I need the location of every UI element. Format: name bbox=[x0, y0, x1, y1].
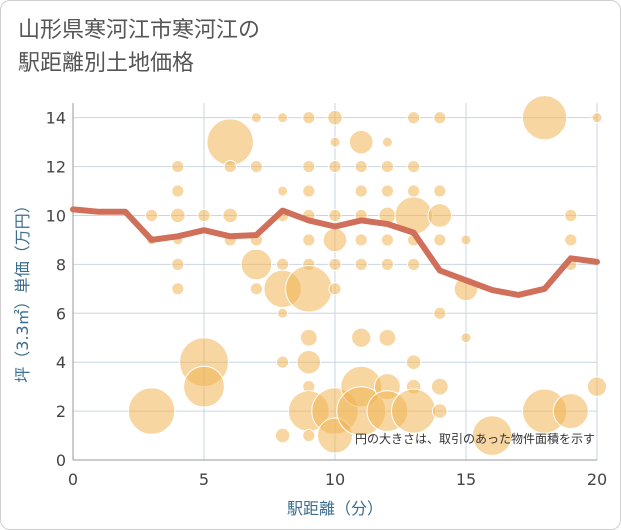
bubble-point-55 bbox=[354, 257, 368, 271]
bubble-point-8 bbox=[171, 282, 185, 296]
average-price-line bbox=[70, 206, 600, 298]
chart-title: 山形県寒河江市寒河江の 駅距離別土地価格 bbox=[18, 18, 261, 76]
bubble-point-12 bbox=[206, 118, 254, 166]
y-tick-label-2: 4 bbox=[56, 353, 66, 372]
bubble-point-80 bbox=[433, 233, 447, 247]
bubble-point-90 bbox=[564, 208, 578, 223]
bubble-point-61 bbox=[380, 184, 394, 198]
bubble-point-28 bbox=[274, 427, 291, 444]
bubble-point-95 bbox=[586, 376, 608, 397]
bubble-point-45 bbox=[322, 227, 348, 253]
bubble-point-64 bbox=[380, 257, 394, 271]
bubble-point-22 bbox=[277, 185, 289, 197]
bubble-point-60 bbox=[380, 159, 394, 174]
bubble-point-63 bbox=[380, 233, 394, 247]
bubble-point-70 bbox=[407, 184, 421, 198]
x-tick-label-1: 5 bbox=[199, 470, 209, 489]
bubble-point-26 bbox=[277, 307, 289, 319]
bubble-point-79 bbox=[427, 203, 453, 228]
y-tick-label-0: 0 bbox=[56, 451, 66, 470]
y-axis-label: 坪（3.3㎡）単価（万円） bbox=[13, 197, 32, 382]
x-axis-label: 駅距離（分） bbox=[287, 499, 383, 518]
bubble-point-33 bbox=[302, 233, 316, 247]
bubble-point-44 bbox=[328, 208, 342, 223]
bubble-point-42 bbox=[329, 136, 341, 148]
bubble-point-1 bbox=[127, 387, 176, 435]
bubble-point-30 bbox=[302, 159, 316, 174]
y-tick-label-1: 2 bbox=[56, 402, 66, 421]
bubble-point-50 bbox=[348, 129, 374, 155]
x-tick-label-2: 10 bbox=[325, 470, 345, 489]
bubble-point-81 bbox=[433, 306, 447, 320]
bubble-point-29 bbox=[302, 111, 316, 125]
bubble-point-73 bbox=[407, 257, 421, 271]
y-tick-label-5: 10 bbox=[46, 206, 66, 225]
bubble-point-47 bbox=[328, 282, 342, 296]
bubble-point-41 bbox=[327, 109, 343, 126]
bubble-point-16 bbox=[250, 112, 262, 124]
bubble-point-78 bbox=[433, 184, 447, 198]
bubble-point-35 bbox=[285, 265, 333, 313]
bubble-point-0 bbox=[145, 208, 159, 223]
bubble-point-27 bbox=[276, 355, 290, 369]
bubble-point-7 bbox=[171, 257, 185, 271]
bubble-point-93 bbox=[552, 393, 589, 430]
bubble-point-11 bbox=[183, 365, 225, 408]
x-tick-label-0: 0 bbox=[68, 470, 78, 489]
bubble-point-43 bbox=[328, 159, 342, 174]
axis-ticks: 0 5 10 15 20 0 2 4 6 8 10 12 14 bbox=[46, 109, 608, 489]
bubble-point-31 bbox=[302, 184, 316, 198]
bubble-point-74 bbox=[405, 354, 422, 370]
bubble-point-54 bbox=[354, 233, 368, 247]
size-note: 円の大きさは、取引のあった物件面積を示す bbox=[355, 431, 595, 446]
bubble-point-21 bbox=[277, 112, 289, 124]
bubble-point-69 bbox=[407, 159, 421, 174]
bubble-point-14 bbox=[222, 207, 238, 224]
bubble-point-17 bbox=[249, 159, 263, 174]
bubble-point-77 bbox=[433, 111, 447, 125]
bubble-point-68 bbox=[407, 111, 421, 125]
bubble-point-94 bbox=[591, 112, 603, 124]
bubble-point-83 bbox=[432, 403, 448, 419]
bubble-point-4 bbox=[171, 184, 185, 198]
bubble-point-91 bbox=[564, 233, 578, 247]
bubble-point-86 bbox=[460, 332, 472, 344]
y-tick-label-7: 14 bbox=[46, 109, 66, 128]
bubble-point-19 bbox=[240, 248, 273, 281]
bubble-point-9 bbox=[197, 208, 211, 223]
bubble-point-51 bbox=[354, 159, 368, 174]
bubble-point-40 bbox=[302, 428, 316, 443]
bubble-point-76 bbox=[391, 388, 437, 434]
bubble-point-3 bbox=[171, 159, 185, 174]
bubble-series bbox=[127, 95, 608, 456]
bubble-point-87 bbox=[471, 415, 513, 456]
x-tick-label-3: 15 bbox=[456, 470, 476, 489]
bubble-point-65 bbox=[378, 328, 397, 347]
bubble-point-82 bbox=[430, 377, 449, 396]
y-tick-label-3: 6 bbox=[56, 304, 66, 323]
bubble-point-52 bbox=[354, 184, 368, 198]
average-line-series bbox=[70, 206, 600, 298]
bubble-point-37 bbox=[296, 349, 322, 375]
bubble-point-20 bbox=[249, 282, 263, 296]
bubble-point-84 bbox=[460, 234, 472, 246]
bubble-point-24 bbox=[276, 257, 290, 271]
bubble-point-88 bbox=[522, 95, 568, 141]
bubble-point-46 bbox=[328, 257, 342, 271]
bubble-point-13 bbox=[223, 159, 237, 174]
y-tick-label-4: 8 bbox=[56, 255, 66, 274]
bubble-point-59 bbox=[381, 136, 393, 148]
x-tick-label-4: 20 bbox=[587, 470, 607, 489]
bubble-point-56 bbox=[351, 327, 372, 348]
bubble-point-5 bbox=[170, 207, 186, 224]
bubble-point-36 bbox=[299, 328, 318, 347]
y-tick-label-6: 12 bbox=[46, 158, 66, 177]
